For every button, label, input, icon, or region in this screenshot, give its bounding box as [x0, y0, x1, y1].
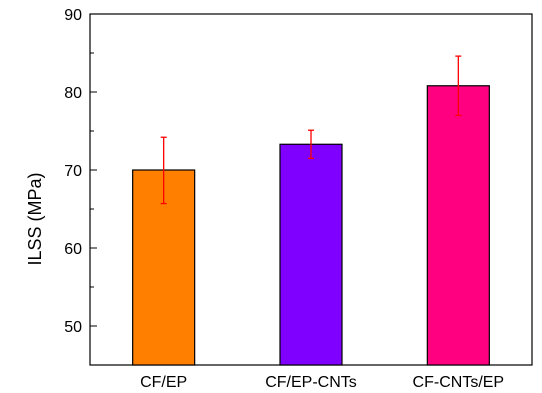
x-category-label: CF/EP-CNTs [265, 374, 357, 391]
y-axis-ticks: 50 60 70 80 90 [64, 7, 97, 366]
bar [279, 143, 343, 366]
x-category-label: CF-CNTs/EP [413, 374, 505, 391]
y-axis-title: ILSS (MPa) [25, 172, 45, 265]
error-bars-group [160, 55, 462, 205]
bars-group [132, 85, 490, 366]
x-category-label: CF/EP [140, 374, 187, 391]
y-tick-label: 60 [64, 241, 82, 258]
y-tick-label: 70 [64, 163, 82, 180]
bar [426, 85, 490, 366]
x-axis-category-labels: CF/EP CF/EP-CNTs CF-CNTs/EP [140, 374, 504, 391]
y-tick-label: 50 [64, 319, 82, 336]
y-tick-label: 80 [64, 85, 82, 102]
y-tick-label: 90 [64, 7, 82, 24]
